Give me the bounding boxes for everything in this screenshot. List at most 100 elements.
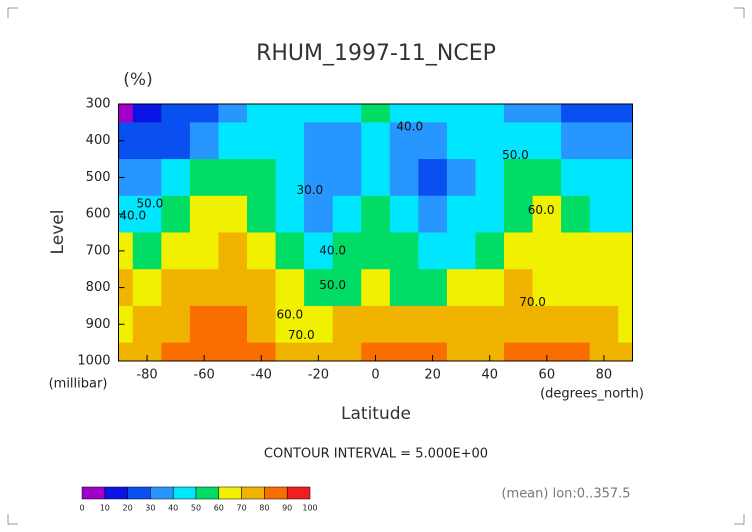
contour-cell bbox=[161, 195, 191, 233]
contour-cell bbox=[332, 195, 362, 233]
contour-cell bbox=[446, 342, 476, 361]
contour-label: 40.0 bbox=[396, 120, 423, 134]
colorbar-label: 60 bbox=[214, 504, 224, 513]
contour-cell bbox=[418, 269, 448, 307]
contour-cell bbox=[389, 342, 419, 361]
contour-cell bbox=[504, 232, 534, 270]
contour-cell bbox=[132, 104, 162, 123]
contour-cell bbox=[189, 195, 219, 233]
contour-cell bbox=[418, 122, 448, 160]
colorbar-label: 90 bbox=[282, 504, 292, 513]
contour-cell bbox=[304, 104, 334, 123]
contour-cell bbox=[118, 195, 134, 233]
contour-cell bbox=[475, 122, 505, 160]
y-tick-label: 800 bbox=[86, 280, 111, 295]
corner-mark bbox=[734, 7, 745, 18]
x-tick-label: 20 bbox=[424, 368, 441, 383]
contour-cell bbox=[418, 232, 448, 270]
contour-cell bbox=[332, 305, 362, 344]
contour-cell bbox=[618, 342, 633, 361]
contour-cell bbox=[589, 195, 619, 233]
y-tick-label: 300 bbox=[86, 97, 111, 112]
corner-mark bbox=[7, 514, 18, 525]
x-tick-label: 80 bbox=[596, 368, 613, 383]
contour-cell bbox=[218, 159, 248, 197]
contour-cell bbox=[561, 104, 591, 123]
contour-cell bbox=[532, 342, 562, 361]
contour-cell bbox=[189, 269, 219, 307]
contour-cell bbox=[189, 232, 219, 270]
colorbar-label: 30 bbox=[145, 504, 155, 513]
contour-cell bbox=[361, 232, 391, 270]
x-tick-label: -60 bbox=[194, 368, 215, 383]
contour-cell bbox=[132, 195, 162, 233]
contour-cell bbox=[275, 305, 305, 344]
colorbar-box bbox=[286, 486, 311, 500]
contour-cell bbox=[475, 305, 505, 344]
contour-cell bbox=[561, 232, 591, 270]
contour-cell bbox=[218, 195, 248, 233]
contour-cell bbox=[532, 159, 562, 197]
contour-label: 50.0 bbox=[137, 196, 164, 210]
contour-cell bbox=[304, 342, 334, 361]
contour-cell bbox=[132, 232, 162, 270]
contour-cell bbox=[332, 269, 362, 307]
colorbar-box bbox=[264, 486, 288, 500]
colorbar-label: 10 bbox=[100, 504, 110, 513]
contour-cell bbox=[589, 342, 619, 361]
contour-cell bbox=[161, 104, 191, 123]
contour-cell bbox=[532, 195, 562, 233]
x-tick-label: -80 bbox=[136, 368, 157, 383]
y-tick-label: 700 bbox=[86, 243, 111, 258]
contour-cell bbox=[275, 122, 305, 160]
contour-cell bbox=[118, 104, 134, 123]
contour-cell bbox=[446, 104, 476, 123]
contour-cell bbox=[275, 232, 305, 270]
y-tick-label: 400 bbox=[86, 133, 111, 148]
contour-cell bbox=[532, 232, 562, 270]
colorbar-box bbox=[127, 486, 151, 500]
contour-label: 40.0 bbox=[319, 243, 346, 257]
contour-label: 50.0 bbox=[502, 148, 529, 162]
contour-cell bbox=[418, 159, 448, 197]
contour-label: 30.0 bbox=[296, 183, 323, 197]
contour-cell bbox=[446, 159, 476, 197]
colorbar-box bbox=[104, 486, 128, 500]
contour-cell bbox=[132, 122, 162, 160]
contour-cell bbox=[118, 269, 134, 307]
contour-cell bbox=[247, 305, 277, 344]
x-tick-label: 60 bbox=[539, 368, 556, 383]
contour-cell bbox=[275, 104, 305, 123]
contour-cell bbox=[589, 269, 619, 307]
contour-cell bbox=[247, 122, 277, 160]
contour-cell bbox=[475, 342, 505, 361]
contour-cell bbox=[132, 305, 162, 344]
contour-cell bbox=[618, 122, 633, 160]
contour-cell bbox=[389, 305, 419, 344]
x-axis-label: Latitude bbox=[341, 404, 411, 424]
colorbar-label: 80 bbox=[259, 504, 269, 513]
contour-cell bbox=[361, 122, 391, 160]
contour-cell bbox=[332, 159, 362, 197]
y-tick-label: 1000 bbox=[77, 354, 110, 369]
contour-cell bbox=[418, 305, 448, 344]
contour-cell bbox=[275, 159, 305, 197]
contour-cell bbox=[132, 342, 162, 361]
contour-cell bbox=[618, 159, 633, 197]
contour-cell bbox=[618, 305, 633, 344]
colorbar-box bbox=[218, 486, 242, 500]
contour-cell bbox=[247, 195, 277, 233]
contour-label: 40.0 bbox=[119, 208, 146, 222]
contour-cell bbox=[361, 195, 391, 233]
corner-mark bbox=[734, 514, 745, 525]
y-unit: (millibar) bbox=[49, 377, 108, 392]
contour-cell bbox=[247, 342, 277, 361]
contour-cell bbox=[161, 269, 191, 307]
contour-cell bbox=[218, 104, 248, 123]
contour-cell bbox=[332, 342, 362, 361]
contour-cell bbox=[361, 305, 391, 344]
contour-cell bbox=[561, 342, 591, 361]
contour-cell bbox=[332, 232, 362, 270]
y-tick-label: 500 bbox=[86, 170, 111, 185]
contour-cell bbox=[304, 269, 334, 307]
